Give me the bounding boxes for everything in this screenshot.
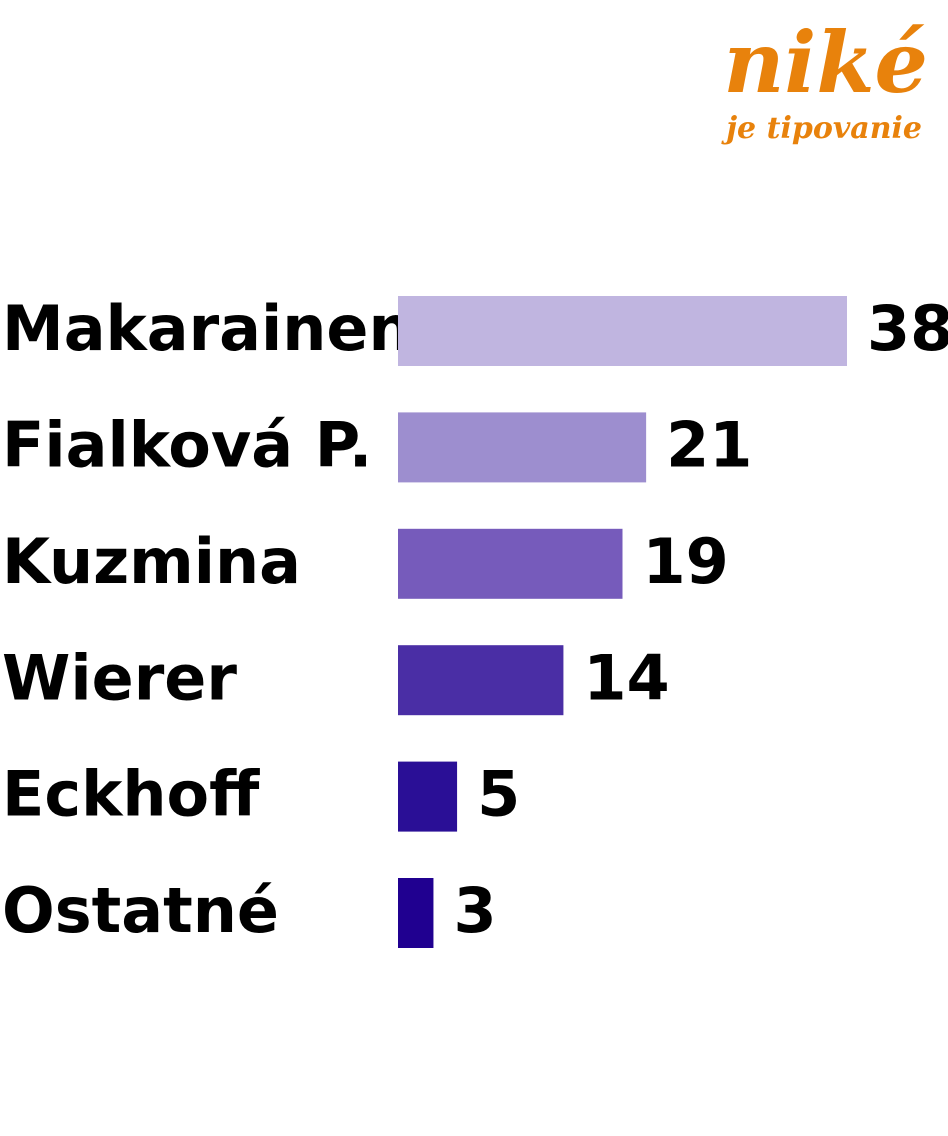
value-label: 5 [477,758,520,831]
bar [398,528,623,599]
value-label: 38 [867,292,948,365]
value-label: 21 [666,408,752,481]
bar [398,645,564,716]
value-label: 14 [583,641,669,714]
category-label: Ostatné [2,874,279,947]
bar [398,412,647,483]
logo-tagline: je tipovanie [721,111,922,146]
bar [398,296,847,366]
logo-name: niké [723,13,928,112]
category-label: Kuzmina [2,525,301,598]
category-label: Makarainen [2,292,413,365]
category-label: Eckhoff [2,758,260,831]
value-label: 19 [643,525,729,598]
value-label: 3 [453,874,496,947]
bar [398,761,458,832]
category-label: Wierer [2,641,237,714]
bar [398,878,434,948]
category-label: Fialková P. [2,408,372,481]
